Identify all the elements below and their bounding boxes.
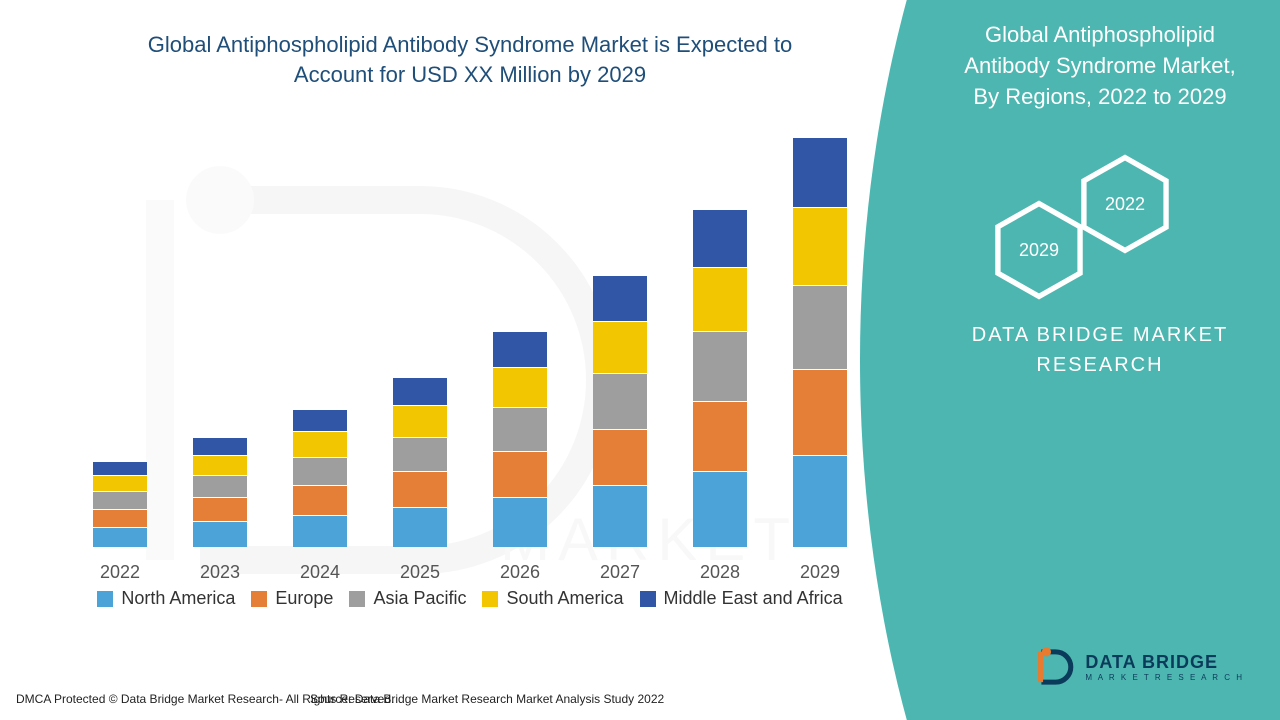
legend-swatch [349, 591, 365, 607]
footer-source: Source: Data Bridge Market Research Mark… [310, 692, 664, 706]
segment [493, 407, 547, 451]
legend-item: Asia Pacific [349, 588, 466, 609]
segment [93, 527, 147, 547]
legend-label: Europe [275, 588, 333, 609]
segment [293, 409, 347, 431]
x-tick: 2023 [193, 562, 247, 583]
side-panel: Global Antiphospholipid Antibody Syndrom… [860, 0, 1280, 720]
legend-item: North America [97, 588, 235, 609]
x-tick: 2028 [693, 562, 747, 583]
segment [193, 521, 247, 547]
brand-logo-line1: DATA BRIDGE [1085, 653, 1244, 671]
segment [393, 405, 447, 437]
segment [493, 331, 547, 367]
segment [193, 437, 247, 455]
hex-badges: 2022 2029 [1000, 160, 1200, 300]
segment [593, 321, 647, 373]
segment [393, 437, 447, 471]
bars-container [70, 137, 870, 547]
bar-2022 [93, 461, 147, 547]
legend-swatch [482, 591, 498, 607]
segment [93, 461, 147, 475]
hex-2029: 2029 [994, 200, 1084, 300]
bar-2029 [793, 137, 847, 547]
segment [293, 515, 347, 547]
segment [793, 207, 847, 285]
legend-label: South America [506, 588, 623, 609]
segment [793, 455, 847, 547]
segment [693, 401, 747, 471]
segment [93, 475, 147, 491]
page: MARKET Global Antiphospholipid Antibody … [0, 0, 1280, 720]
brand-logo-line2: M A R K E T R E S E A R C H [1085, 674, 1244, 682]
hex-2022-label: 2022 [1105, 194, 1145, 215]
segment [793, 285, 847, 369]
segment [593, 429, 647, 485]
bar-2028 [693, 209, 747, 547]
bar-2025 [393, 377, 447, 547]
x-tick: 2029 [793, 562, 847, 583]
brand-logo-text: DATA BRIDGE M A R K E T R E S E A R C H [1085, 653, 1244, 682]
chart-title: Global Antiphospholipid Antibody Syndrom… [40, 30, 900, 107]
brand-logo: DATA BRIDGE M A R K E T R E S E A R C H [1033, 646, 1244, 688]
chart-region: Global Antiphospholipid Antibody Syndrom… [40, 30, 900, 670]
segment [793, 137, 847, 207]
segment [593, 373, 647, 429]
segment [193, 455, 247, 475]
legend-label: Asia Pacific [373, 588, 466, 609]
x-tick: 2022 [93, 562, 147, 583]
segment [393, 471, 447, 507]
segment [393, 377, 447, 405]
segment [293, 485, 347, 515]
chart-legend: North America Europe Asia Pacific South Ame… [70, 588, 870, 609]
segment [93, 509, 147, 527]
x-tick: 2026 [493, 562, 547, 583]
segment [693, 267, 747, 331]
hex-2022: 2022 [1080, 154, 1170, 254]
bar-2027 [593, 275, 647, 547]
legend-item: Europe [251, 588, 333, 609]
segment [93, 491, 147, 509]
side-panel-title: Global Antiphospholipid Antibody Syndrom… [950, 20, 1250, 112]
x-tick: 2025 [393, 562, 447, 583]
segment [293, 431, 347, 457]
chart-plot: 20222023202420252026202720282029 [70, 107, 870, 547]
segment [593, 275, 647, 321]
side-brand-text: DATA BRIDGE MARKET RESEARCH [960, 320, 1240, 380]
legend-label: North America [121, 588, 235, 609]
segment [693, 471, 747, 547]
segment [493, 451, 547, 497]
segment [493, 497, 547, 547]
x-axis: 2022 2023 2024 2025 2026 2027 2028 2029 [70, 562, 870, 583]
bar-2023 [193, 437, 247, 547]
legend-item: Middle East and Africa [640, 588, 843, 609]
segment [693, 209, 747, 267]
segment [693, 331, 747, 401]
segment [393, 507, 447, 547]
segment [293, 457, 347, 485]
brand-logo-icon [1033, 646, 1075, 688]
x-tick: 2027 [593, 562, 647, 583]
hex-2029-label: 2029 [1019, 240, 1059, 261]
legend-swatch [640, 591, 656, 607]
segment [793, 369, 847, 455]
legend-swatch [251, 591, 267, 607]
segment [593, 485, 647, 547]
legend-swatch [97, 591, 113, 607]
segment [193, 497, 247, 521]
segment [193, 475, 247, 497]
legend-label: Middle East and Africa [664, 588, 843, 609]
bar-2026 [493, 331, 547, 547]
legend-item: South America [482, 588, 623, 609]
bar-2024 [293, 409, 347, 547]
x-tick: 2024 [293, 562, 347, 583]
segment [493, 367, 547, 407]
